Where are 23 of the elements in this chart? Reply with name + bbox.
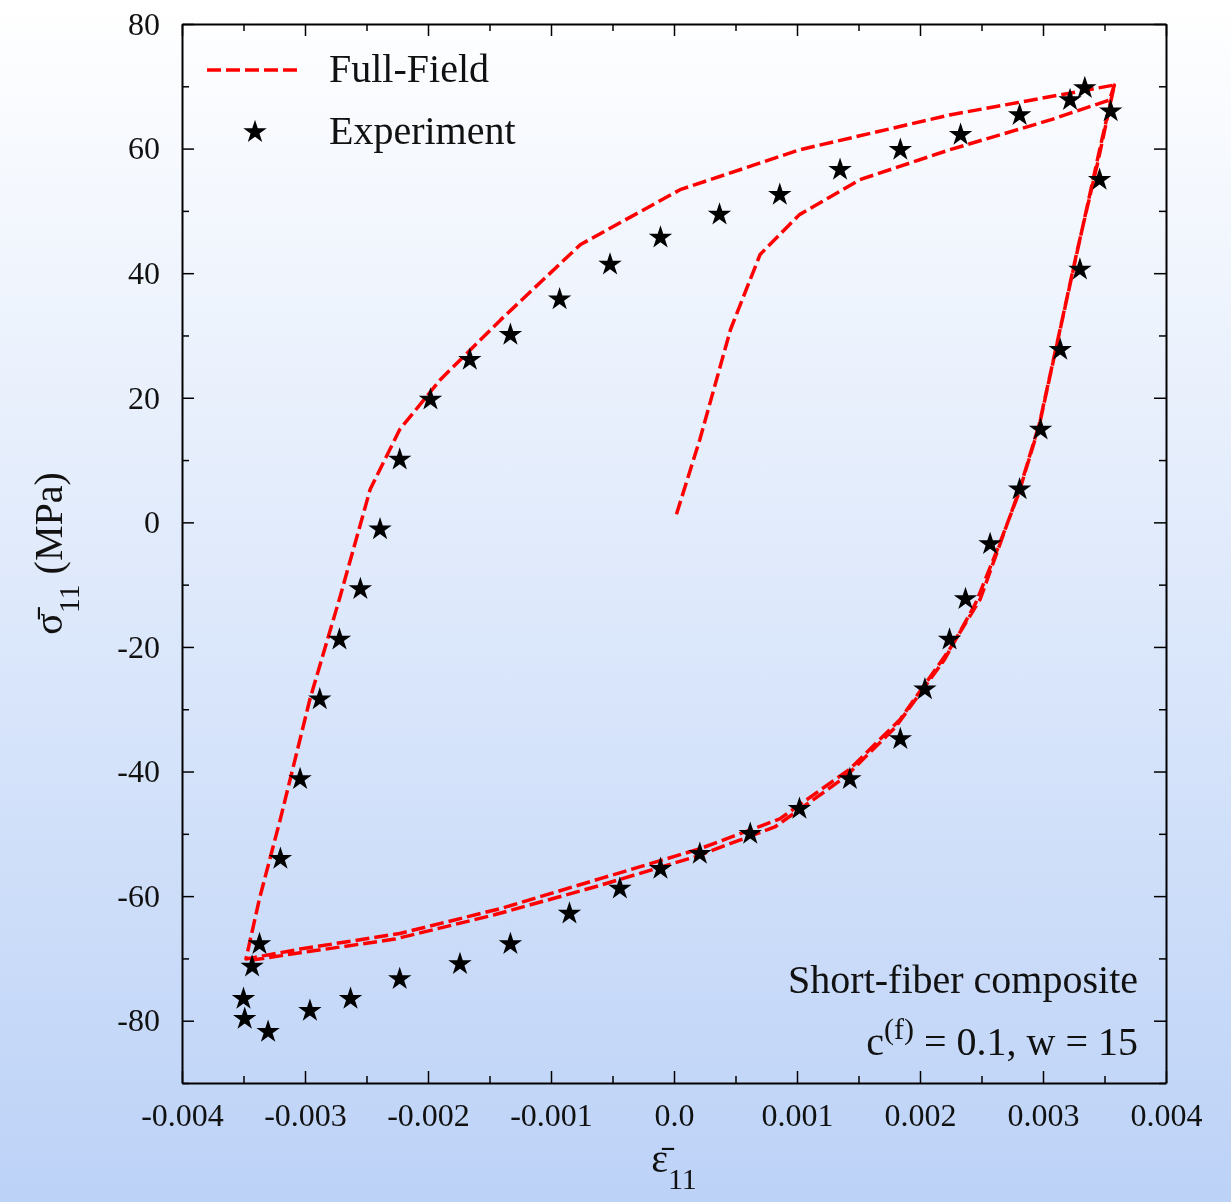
x-axis-title: ε̄$_{11}$ (651, 1136, 697, 1195)
y-tick-label: 60 (128, 130, 160, 167)
x-tick-label: -0.001 (510, 1096, 593, 1133)
y-tick-label: 0 (144, 504, 160, 541)
x-tick-label: 0.001 (761, 1096, 834, 1133)
y-tick-label: 20 (128, 379, 160, 416)
x-tick-label: 0.004 (1130, 1096, 1203, 1133)
annotation: c$^{(f)}$ = 0.1, w = 15 (866, 1011, 1138, 1064)
y-tick-label: 80 (128, 5, 160, 42)
x-tick-label: -0.003 (264, 1096, 347, 1133)
y-tick-label: -20 (117, 628, 160, 665)
y-tick-label: -40 (117, 753, 160, 790)
legend-label: Experiment (329, 108, 516, 153)
x-tick-label: -0.002 (387, 1096, 470, 1133)
y-tick-label: -60 (117, 877, 160, 914)
x-tick-label: 0.002 (884, 1096, 957, 1133)
x-tick-label: 0.003 (1007, 1096, 1080, 1133)
annotation: Short-fiber composite (788, 957, 1138, 1002)
y-tick-label: 40 (128, 254, 160, 291)
legend-label: Full-Field (329, 46, 490, 91)
x-tick-label: -0.004 (141, 1096, 224, 1133)
y-tick-label: -80 (117, 1002, 160, 1039)
x-tick-label: 0.0 (654, 1096, 695, 1133)
